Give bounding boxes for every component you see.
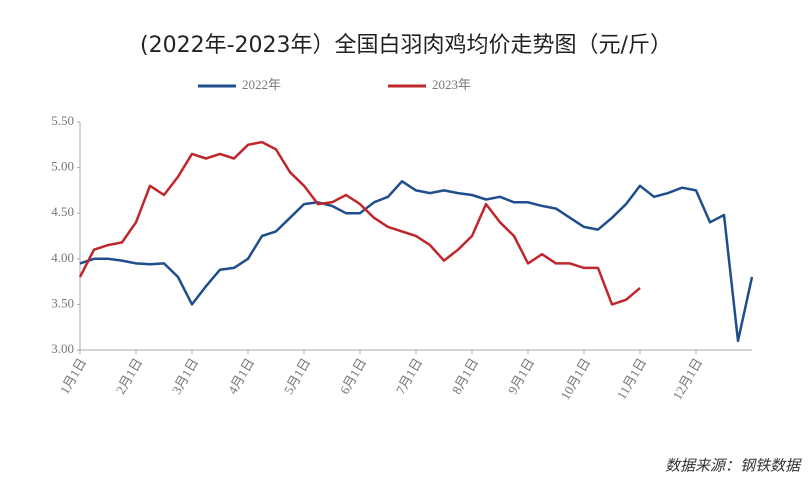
x-tick-label: 2月1日 <box>113 355 145 396</box>
x-tick-label: 8月1日 <box>449 355 481 396</box>
x-tick-label: 6月1日 <box>337 355 369 396</box>
y-tick-label: 4.50 <box>51 204 74 219</box>
source-note: 数据来源：钢铁数据 <box>665 457 802 475</box>
y-tick-label: 5.00 <box>51 159 74 174</box>
y-tick-label: 3.50 <box>51 295 74 310</box>
legend-label: 2022年 <box>242 77 281 92</box>
x-tick-label: 3月1日 <box>169 355 201 396</box>
x-tick-label: 11月1日 <box>614 355 650 401</box>
x-tick-label: 7月1日 <box>393 355 425 396</box>
y-tick-label: 4.00 <box>51 250 74 265</box>
x-tick-label: 4月1日 <box>225 355 257 396</box>
chart-title: (2022年-2023年）全国白羽肉鸡均价走势图（元/斤） <box>140 33 672 58</box>
x-tick-label: 10月1日 <box>557 355 593 402</box>
series-line <box>78 140 641 306</box>
x-tick-label: 1月1日 <box>57 355 89 396</box>
legend-label: 2023年 <box>432 77 471 92</box>
series-line <box>79 180 754 343</box>
x-tick-label: 9月1日 <box>505 355 537 396</box>
y-tick-label: 3.00 <box>51 341 74 356</box>
x-tick-label: 12月1日 <box>669 355 705 402</box>
y-tick-label: 5.50 <box>51 113 74 128</box>
x-tick-label: 5月1日 <box>281 355 313 396</box>
